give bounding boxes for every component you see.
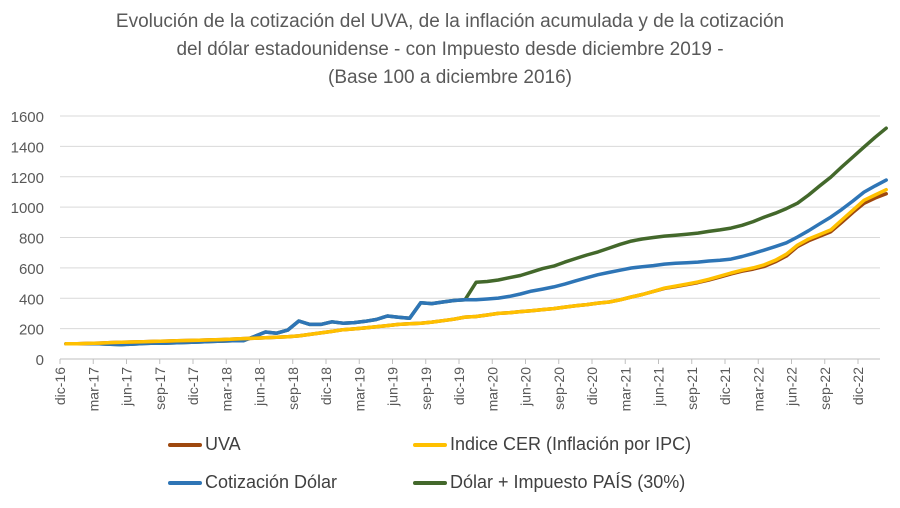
x-tick-label: mar-21 [617,367,633,412]
x-tick-label: sep-22 [817,367,833,410]
series-line-1 [64,187,888,346]
x-tick-label: dic-16 [52,367,68,405]
y-tick-label: 400 [19,291,44,308]
legend-label-cer: Indice CER (Inflación por IPC) [450,434,692,454]
y-tick-label: 1200 [11,170,44,187]
legend-item-dolar-pais: Dólar + Impuesto PAÍS (30%) [413,472,685,493]
x-tick-label: mar-20 [484,367,500,412]
y-tick-label: 200 [19,322,44,339]
y-tick-label: 1000 [11,200,44,217]
chart-title-line-3: (Base 100 a diciembre 2016) [328,67,572,88]
x-tick-label: sep-20 [551,367,567,410]
legend-item-dolar: Cotización Dólar [168,472,337,493]
x-tick-label: sep-19 [418,367,434,410]
legend-label-dolar-pais: Dólar + Impuesto PAÍS (30%) [450,472,686,492]
chart-title-line-2: del dólar estadounidense - con Impuesto … [176,39,724,60]
legend-marker-dolar-pais [413,480,447,485]
y-tick-label: 800 [19,231,44,248]
legend-item-uva: UVA [168,434,241,455]
series-line-2 [64,178,888,347]
y-tick-label: 0 [36,352,44,369]
x-tick-label: sep-21 [684,367,700,410]
x-tick-label: mar-19 [351,367,367,412]
x-tick-label: dic-19 [451,367,467,405]
legend-marker-dolar [168,480,202,485]
legend-marker-cer [413,442,447,447]
series-line-3 [64,126,888,347]
legend-label-uva: UVA [205,434,241,454]
x-tick-label: jun-21 [651,367,667,407]
y-tick-label: 600 [19,261,44,278]
chart-title: Evolución de la cotización del UVA, de l… [0,8,900,92]
x-tick-label: dic-20 [584,367,600,405]
x-tick-label: sep-18 [285,367,301,410]
y-tick-label: 1600 [11,109,44,126]
x-tick-label: jun-18 [252,367,268,407]
x-tick-label: jun-22 [784,367,800,407]
x-tick-label: mar-18 [218,367,234,412]
x-tick-label: dic-17 [185,367,201,405]
legend-item-cer: Indice CER (Inflación por IPC) [413,434,691,455]
x-tick-label: mar-17 [85,367,101,412]
x-tick-label: sep-17 [152,367,168,410]
x-tick-label: mar-22 [750,367,766,412]
x-tick-label: jun-19 [385,367,401,407]
x-tick-label: dic-18 [318,367,334,405]
x-tick-label: dic-21 [717,367,733,405]
y-tick-label: 1400 [11,139,44,156]
x-tick-label: dic-22 [850,367,866,405]
chart-title-line-1: Evolución de la cotización del UVA, de l… [115,11,785,32]
x-tick-label: jun-20 [518,367,534,407]
x-tick-label: jun-17 [119,367,135,407]
legend-label-dolar: Cotización Dólar [205,472,338,492]
legend-marker-uva [168,442,202,447]
